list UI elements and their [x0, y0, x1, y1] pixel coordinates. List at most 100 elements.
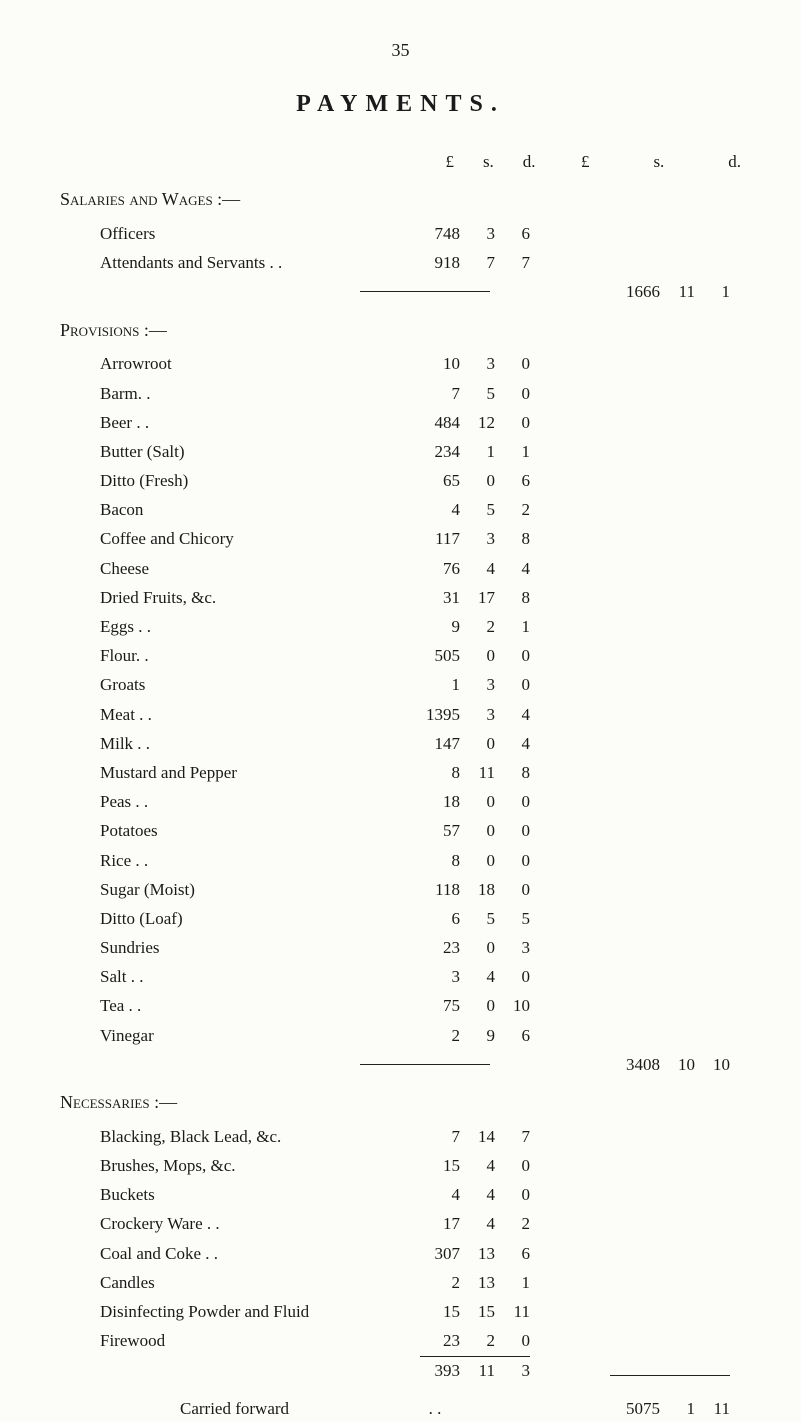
- amount-pence: 0: [495, 1152, 530, 1179]
- ledger-row: Tea . .75010: [60, 992, 741, 1019]
- item-label: Vinegar: [100, 1022, 154, 1049]
- amount-pounds: 23: [405, 934, 460, 961]
- item-label: Meat . .: [100, 701, 152, 728]
- amount-pence: 1: [495, 1269, 530, 1296]
- amount-pounds: 748: [405, 220, 460, 247]
- item-label: Coffee and Chicory: [100, 525, 234, 552]
- ledger-row: Coffee and Chicory 11738: [60, 525, 741, 552]
- item-label: Mustard and Pepper: [100, 759, 237, 786]
- amount-shillings: 4: [460, 555, 495, 582]
- provisions-subtotal-shillings: 10: [660, 1051, 695, 1078]
- amount-pence: 0: [495, 409, 530, 436]
- amount-shillings: 1: [460, 438, 495, 465]
- amount-pence: 11: [495, 1298, 530, 1325]
- amount-pounds: 918: [405, 249, 460, 276]
- ledger-row: Bacon452: [60, 496, 741, 523]
- amount-pence: 4: [495, 555, 530, 582]
- amount-pounds: 23: [405, 1327, 460, 1354]
- amount-pence: 7: [495, 1123, 530, 1150]
- amount-pounds: 10: [405, 350, 460, 377]
- amount-pence: 0: [495, 876, 530, 903]
- amount-shillings: 3: [460, 525, 495, 552]
- amount-shillings: 17: [460, 584, 495, 611]
- ledger-row: Butter (Salt)23411: [60, 438, 741, 465]
- amount-pounds: 1395: [405, 701, 460, 728]
- ledger-row: Ditto (Fresh)6506: [60, 467, 741, 494]
- provisions-subtotal-pence: 10: [695, 1051, 730, 1078]
- amount-shillings: 9: [460, 1022, 495, 1049]
- item-label: Sundries: [100, 934, 160, 961]
- item-label: Buckets: [100, 1181, 155, 1208]
- amount-pence: 5: [495, 905, 530, 932]
- ledger-row: Peas . .1800: [60, 788, 741, 815]
- salaries-subtotal-pence: 1: [695, 278, 730, 305]
- amount-pence: 1: [495, 438, 530, 465]
- page-title: PAYMENTS.: [60, 91, 741, 118]
- amount-pounds: 65: [405, 467, 460, 494]
- amount-pence: 8: [495, 759, 530, 786]
- ledger-row: Ditto (Loaf)655: [60, 905, 741, 932]
- section-necessaries-header: Necessaries :—: [60, 1088, 741, 1117]
- amount-shillings: 4: [460, 1210, 495, 1237]
- ledger-row: Firewood2320: [60, 1327, 741, 1354]
- provisions-subtotal-pounds: 3408: [605, 1051, 660, 1078]
- col-pounds-2: £: [581, 148, 590, 175]
- item-label: Beer . .: [100, 409, 149, 436]
- amount-pence: 0: [495, 963, 530, 990]
- necessaries-total-shillings: 11: [460, 1357, 495, 1384]
- amount-pence: 0: [495, 817, 530, 844]
- amount-shillings: 0: [460, 992, 495, 1019]
- item-label: Butter (Salt): [100, 438, 185, 465]
- amount-pounds: 7: [405, 1123, 460, 1150]
- ledger-row: Buckets440: [60, 1181, 741, 1208]
- amount-pence: 0: [495, 1327, 530, 1354]
- ledger-row: Flour. .50500: [60, 642, 741, 669]
- amount-shillings: 15: [460, 1298, 495, 1325]
- amount-pence: 8: [495, 525, 530, 552]
- ledger-row: Arrowroot1030: [60, 350, 741, 377]
- amount-pounds: 1: [405, 671, 460, 698]
- amount-pounds: 505: [405, 642, 460, 669]
- amount-pence: 0: [495, 380, 530, 407]
- amount-shillings: 5: [460, 905, 495, 932]
- salaries-subtotal-shillings: 11: [660, 278, 695, 305]
- col-pounds-1: £: [446, 148, 455, 175]
- amount-shillings: 3: [460, 220, 495, 247]
- amount-pounds: 31: [405, 584, 460, 611]
- amount-pence: 8: [495, 584, 530, 611]
- item-label: Potatoes: [100, 817, 158, 844]
- amount-shillings: 4: [460, 1181, 495, 1208]
- amount-shillings: 0: [460, 467, 495, 494]
- ledger-row: Blacking, Black Lead, &c.7147: [60, 1123, 741, 1150]
- currency-column-header: £ s. d. £ s. d.: [60, 148, 741, 175]
- amount-shillings: 13: [460, 1269, 495, 1296]
- ledger-row: Sugar (Moist) 118180: [60, 876, 741, 903]
- amount-pence: 6: [495, 220, 530, 247]
- ledger-row: Brushes, Mops, &c.1540: [60, 1152, 741, 1179]
- amount-pounds: 484: [405, 409, 460, 436]
- amount-pence: 4: [495, 701, 530, 728]
- item-label: Arrowroot: [100, 350, 172, 377]
- amount-pence: 2: [495, 1210, 530, 1237]
- item-label: Sugar (Moist): [100, 876, 195, 903]
- amount-shillings: 0: [460, 847, 495, 874]
- amount-pence: 0: [495, 1181, 530, 1208]
- amount-shillings: 4: [460, 1152, 495, 1179]
- item-label: Firewood: [100, 1327, 165, 1354]
- amount-pence: 0: [495, 350, 530, 377]
- ledger-row: Officers74836: [60, 220, 741, 247]
- item-label: Disinfecting Powder and Fluid: [100, 1298, 309, 1325]
- item-label: Salt . .: [100, 963, 143, 990]
- col-shillings-2: s.: [653, 148, 664, 175]
- amount-pounds: 117: [405, 525, 460, 552]
- ledger-row: Groats130: [60, 671, 741, 698]
- ledger-row: Potatoes5700: [60, 817, 741, 844]
- amount-pounds: 75: [405, 992, 460, 1019]
- carried-forward-pounds: 5075: [605, 1395, 660, 1422]
- item-label: Bacon: [100, 496, 143, 523]
- amount-shillings: 0: [460, 934, 495, 961]
- amount-pounds: 18: [405, 788, 460, 815]
- amount-shillings: 18: [460, 876, 495, 903]
- page-number: 35: [60, 40, 741, 61]
- amount-pounds: 118: [405, 876, 460, 903]
